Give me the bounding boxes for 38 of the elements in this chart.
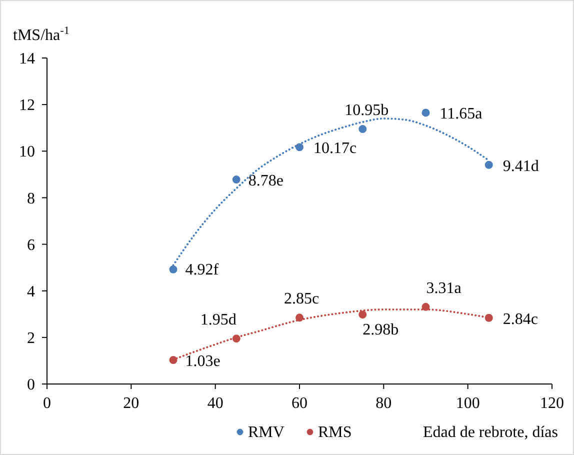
data-label: 2.98b [362,322,399,339]
point [358,125,367,134]
x-tick-label: 40 [207,395,224,412]
data-label: 2.85c [284,290,320,308]
data-label: 9.41d [502,158,539,175]
y-tick-label: 2 [27,330,35,348]
y-tick-label: 10 [19,144,35,161]
point [484,160,493,169]
x-axis-title: Edad de rebrote, días [422,424,558,441]
point [358,310,367,319]
data-label: 8.78e [248,172,284,190]
data-label: 3.31a [426,280,462,297]
x-tick-label: 20 [123,395,140,412]
point [484,314,493,322]
x-tick-label: 100 [456,395,480,412]
data-label: 11.65a [440,106,482,123]
y-tick-label: 14 [19,50,35,68]
point [169,265,178,274]
y-tick-label: 4 [27,283,35,300]
y-tick-label: 0 [27,376,35,394]
legend-label: RMS [318,424,352,441]
data-label: 10.17c [314,140,357,158]
y-tick-label: 6 [27,236,35,254]
data-label: 2.84c [502,310,538,328]
y-axis-title: tMS/ha$^{-1}$ [13,25,70,44]
x-tick-label: 120 [540,395,564,412]
data-label: 10.95b [344,102,389,120]
data-label: 1.95d [200,312,236,329]
legend-label: RMV [248,424,285,441]
x-tick-label: 0 [43,395,51,412]
y-tick-label: 12 [19,97,35,114]
y-tick-label: 8 [27,190,35,208]
x-tick-label: 60 [292,395,308,412]
point [232,176,240,184]
data-label: 1.03e [185,353,220,370]
data-label: 4.92f [185,261,220,278]
point [422,108,430,117]
x-tick-label: 80 [376,395,392,412]
